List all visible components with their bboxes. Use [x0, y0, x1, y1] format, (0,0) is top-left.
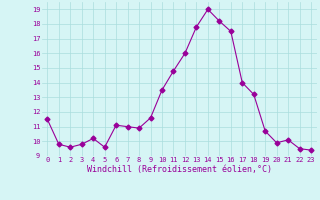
X-axis label: Windchill (Refroidissement éolien,°C): Windchill (Refroidissement éolien,°C)	[87, 165, 272, 174]
